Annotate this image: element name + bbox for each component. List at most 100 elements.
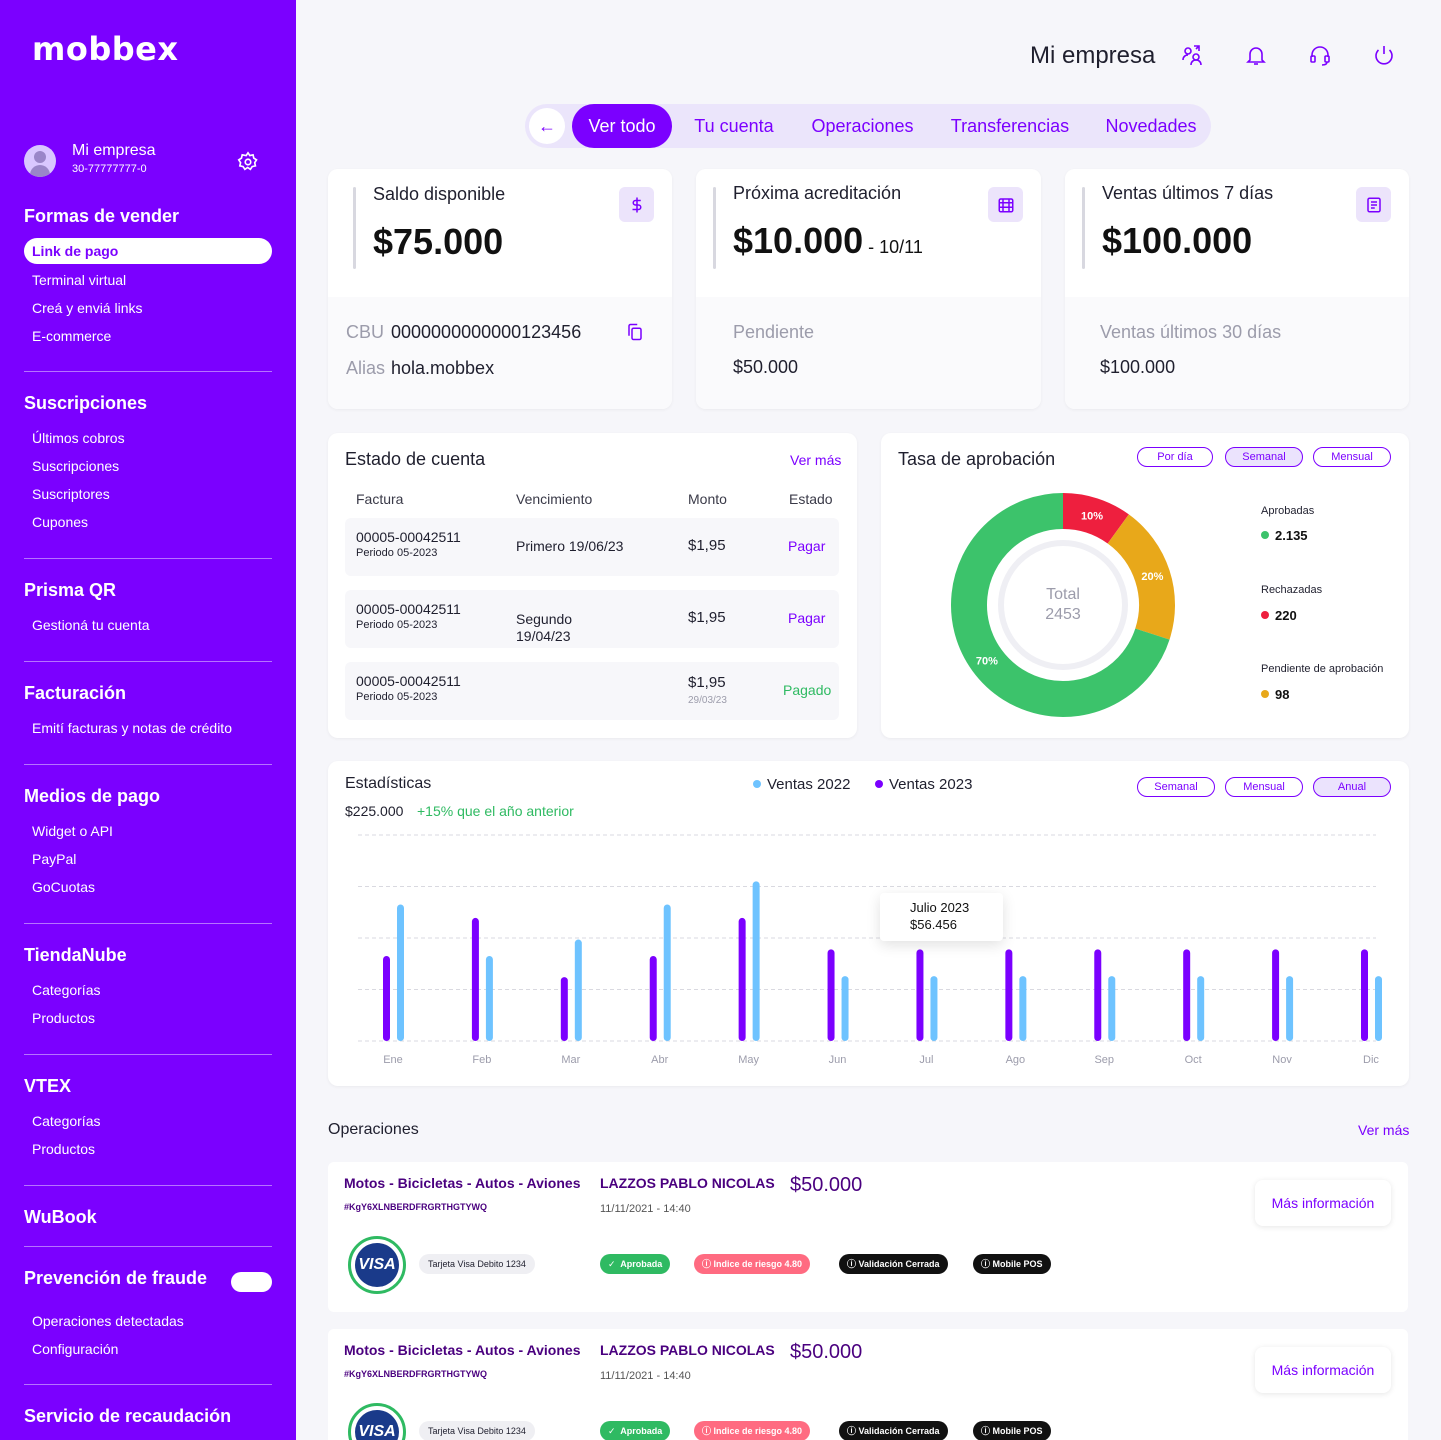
sidebar-item-crea-links[interactable]: Creá y enviá links: [32, 300, 143, 316]
card-label: Ventas últimos 7 días: [1102, 183, 1274, 203]
sidebar-item-terminal-virtual[interactable]: Terminal virtual: [32, 272, 127, 288]
filter-mensual[interactable]: Mensual: [1313, 447, 1391, 467]
tab-novedades[interactable]: Novedades: [1105, 116, 1197, 136]
monto-fecha: 29/03/23: [688, 695, 727, 706]
section-title: Suscripciones: [24, 393, 148, 413]
company-title: Mi empresa: [1030, 42, 1156, 69]
donut-center-label: Total: [1046, 586, 1080, 603]
ver-mas-link[interactable]: Ver más: [1358, 1122, 1410, 1138]
badge-text: Aprobada: [620, 1259, 663, 1269]
legend-dot: [1261, 611, 1269, 619]
bar-2023-dic: [1361, 949, 1368, 1041]
filter-por-dia[interactable]: Por día: [1137, 447, 1213, 467]
sidebar: mobbex Mi empresa 30-77777777-0 Formas d…: [0, 0, 296, 1440]
sidebar-item-gestiona-cuenta[interactable]: Gestioná tu cuenta: [32, 617, 150, 633]
channel-badge: ⓘ Mobile POS: [973, 1421, 1051, 1440]
section-title: Medios de pago: [24, 786, 161, 806]
operation-date: 11/11/2021 - 14:40: [600, 1203, 691, 1215]
legend-value-text: 220: [1275, 608, 1297, 623]
sidebar-item-paypal[interactable]: PayPal: [32, 851, 77, 867]
sidebar-item-emiti-facturas[interactable]: Emití facturas y notas de crédito: [32, 720, 232, 736]
tasa-aprobacion-card: Tasa de aprobación Por día Semanal Mensu…: [881, 433, 1409, 738]
section-title[interactable]: WuBook: [24, 1207, 97, 1227]
filter-anual[interactable]: Anual: [1313, 777, 1391, 797]
sidebar-item-cupones[interactable]: Cupones: [32, 514, 89, 530]
section-title[interactable]: Servicio de recaudación: [24, 1406, 232, 1426]
card-label: Próxima acreditación: [733, 183, 902, 203]
sidebar-item-suscriptores[interactable]: Suscriptores: [32, 486, 110, 502]
sidebar-item-categorias[interactable]: Categorías: [32, 982, 101, 998]
x-tick-label: Jul: [919, 1054, 933, 1066]
channel-badge: ⓘ Mobile POS: [973, 1254, 1051, 1274]
back-arrow-icon[interactable]: ←: [529, 108, 565, 144]
x-tick-label: Sep: [1094, 1054, 1114, 1066]
legend-value-text: 2.135: [1275, 528, 1308, 543]
bar-2022-may: [752, 881, 760, 1041]
sales-bar-chart: Ene Feb Mar Abr May Jun Jul Ago Sep Oct Nov Dic: [358, 834, 1382, 1066]
section-title: Facturación: [24, 683, 127, 703]
sidebar-item-productos[interactable]: Productos: [32, 1141, 96, 1157]
mobbex-logo[interactable]: mobbex: [32, 30, 179, 68]
switch-account-icon[interactable]: [1180, 43, 1204, 67]
filter-semanal[interactable]: Semanal: [1137, 777, 1215, 797]
bell-icon[interactable]: [1244, 43, 1268, 67]
risk-badge: ⓘ Indice de riesgo 4.80: [694, 1254, 811, 1274]
ver-mas-link[interactable]: Ver más: [790, 452, 842, 468]
power-icon[interactable]: [1372, 43, 1396, 67]
operation-card[interactable]: Motos - Bicicletas - Autos - Aviones #Kg…: [328, 1329, 1408, 1440]
bar-2023-feb: [471, 917, 479, 1041]
headset-icon[interactable]: [1308, 43, 1332, 67]
bar-2022-abr: [663, 904, 671, 1041]
profile-block[interactable]: Mi empresa 30-77777777-0: [24, 142, 272, 182]
copy-icon[interactable]: [626, 322, 644, 342]
sidebar-item-gocuotas[interactable]: GoCuotas: [32, 879, 96, 895]
gear-icon[interactable]: [237, 151, 259, 173]
vencimiento: Segundo 19/04/23: [516, 611, 573, 644]
operation-customer: LAZZOS PABLO NICOLAS: [600, 1342, 775, 1358]
sidebar-item-categorias[interactable]: Categorías: [32, 1113, 101, 1129]
visa-logo-text: VISA: [355, 1410, 399, 1440]
validation-badge: ⓘ Validación Cerrada: [839, 1254, 948, 1274]
tab-operaciones[interactable]: Operaciones: [811, 116, 914, 136]
bar-2023-nov: [1272, 949, 1280, 1041]
section-prevencion-fraude: Prevención de fraude Operaciones detecta…: [24, 1268, 272, 1363]
mas-informacion-button[interactable]: Más información: [1255, 1347, 1391, 1393]
table-row: 00005-00042511 Periodo 05-2023 $1,95 29/…: [345, 662, 839, 720]
divider: [24, 1384, 272, 1385]
section-medios-de-pago: Medios de pago Widget o API PayPal GoCuo…: [24, 786, 272, 901]
sidebar-item-suscripciones[interactable]: Suscripciones: [32, 458, 120, 474]
sidebar-item-link-de-pago[interactable]: Link de pago: [24, 238, 272, 264]
card-chip: Tarjeta Visa Debito 1234: [419, 1421, 535, 1440]
sidebar-item-widget-api[interactable]: Widget o API: [32, 823, 113, 839]
sidebar-item-ultimos-cobros[interactable]: Últimos cobros: [32, 430, 125, 446]
bar-2023-ago: [1005, 949, 1013, 1041]
pagar-link[interactable]: Pagar: [788, 610, 826, 626]
bar-2023-sep: [1094, 949, 1102, 1041]
filter-semanal[interactable]: Semanal: [1225, 447, 1303, 467]
bar-2022-jul: [930, 976, 938, 1041]
x-tick-label: Mar: [561, 1054, 580, 1066]
operation-card[interactable]: Motos - Bicicletas - Autos - Aviones #Kg…: [328, 1162, 1408, 1312]
x-tick-label: Ago: [1006, 1054, 1026, 1066]
badge-text: Validación Cerrada: [858, 1259, 940, 1269]
tab-transferencias[interactable]: Transferencias: [950, 116, 1070, 136]
mas-informacion-button[interactable]: Más información: [1255, 1180, 1391, 1226]
sidebar-item-ecommerce[interactable]: E-commerce: [32, 328, 112, 344]
legend-value: 220: [1261, 608, 1297, 623]
bar-2022-dic: [1375, 976, 1382, 1041]
legend-label: Pendiente de aprobación: [1261, 663, 1384, 675]
x-tick-label: Feb: [472, 1054, 491, 1066]
filter-mensual[interactable]: Mensual: [1225, 777, 1303, 797]
sidebar-item-configuracion[interactable]: Configuración: [32, 1341, 119, 1357]
pagar-link[interactable]: Pagar: [788, 538, 826, 554]
tab-tu-cuenta[interactable]: Tu cuenta: [694, 116, 774, 136]
tab-ver-todo[interactable]: Ver todo: [572, 104, 672, 148]
sidebar-item-productos[interactable]: Productos: [32, 1010, 96, 1026]
sidebar-item-operaciones-detectadas[interactable]: Operaciones detectadas: [32, 1313, 184, 1329]
divider: [24, 558, 272, 559]
x-tick-label: Nov: [1272, 1054, 1292, 1066]
bar-2023-jun: [827, 949, 835, 1041]
factura-number: 00005-00042511: [356, 601, 461, 617]
monto: $1,95: [688, 609, 726, 626]
fraud-toggle[interactable]: [231, 1272, 272, 1292]
